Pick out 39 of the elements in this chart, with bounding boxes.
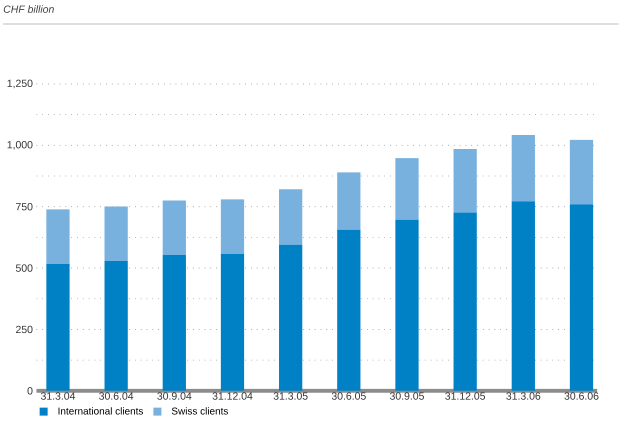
chart-title: CHF billion	[4, 5, 54, 13]
bar	[454, 212, 477, 391]
y-tick-label: 500	[16, 264, 33, 272]
bar	[162, 254, 186, 391]
bar	[104, 261, 128, 391]
bar	[46, 209, 70, 264]
bar	[162, 200, 186, 255]
bar	[512, 202, 535, 391]
bar	[454, 149, 477, 213]
x-tick-label: 30.9.04	[157, 392, 192, 400]
bar	[279, 189, 302, 245]
x-tick-label: 30.6.05	[332, 392, 366, 400]
bar	[220, 254, 244, 391]
bar	[395, 158, 419, 220]
legend-label: International clients	[58, 407, 144, 415]
bar	[570, 140, 594, 205]
bar	[279, 244, 302, 391]
x-tick-label: 30.6.04	[99, 392, 134, 400]
legend-label: Swiss clients	[172, 407, 228, 415]
x-tick-label: 31.12.05	[445, 392, 486, 400]
x-tick-label: 30.6.06	[564, 392, 598, 400]
bar	[46, 264, 70, 391]
x-tick-label: 31.12.04	[212, 392, 253, 400]
y-tick-label: 750	[16, 203, 33, 210]
bar	[395, 220, 419, 391]
bar	[220, 199, 244, 254]
bar	[104, 206, 128, 262]
x-tick-label: 31.3.06	[506, 392, 540, 400]
y-tick-label: 1,000	[8, 141, 33, 150]
bar	[337, 230, 360, 391]
bar	[337, 172, 360, 230]
bar	[570, 204, 594, 391]
bar	[512, 135, 535, 202]
x-tick-label: 31.3.05	[274, 392, 308, 400]
x-tick-label: 30.9.05	[390, 392, 424, 400]
x-tick-label: 31.3.04	[40, 392, 76, 400]
y-tick-label: 0	[28, 387, 33, 395]
y-tick-label: 1,250	[8, 80, 33, 88]
y-tick-label: 250	[16, 326, 33, 334]
